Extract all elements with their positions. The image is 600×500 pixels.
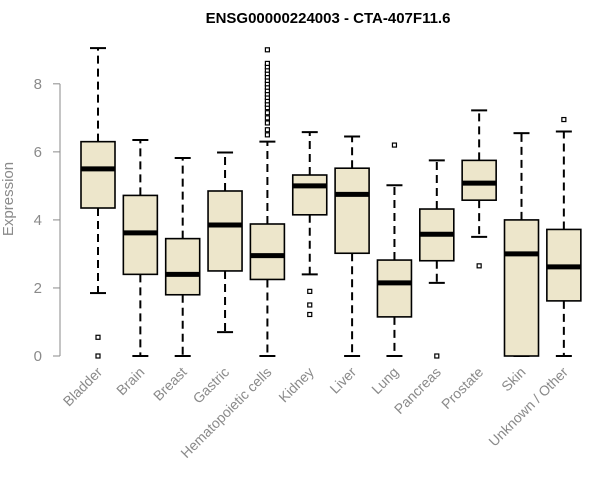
outlier-point [95,334,101,340]
x-tick-label: Liver [326,364,359,397]
y-tick-label: 2 [34,280,42,297]
iqr-box [461,159,497,201]
outlier-point [95,353,101,359]
iqr-box [80,140,116,209]
box-bladder [80,47,116,359]
box-liver [334,135,370,357]
x-tick-label: Breast [150,364,190,404]
box-brain [122,138,159,357]
y-tick-label: 0 [34,348,42,365]
x-tick-label: Prostate [438,364,486,412]
iqr-box [503,219,540,357]
y-axis: 0 2 4 6 8 [34,76,61,365]
x-tick-label: Unknown / Other [485,364,571,450]
outlier-point [307,311,313,318]
x-tick-label: Skin [498,364,529,395]
outlier-point [391,142,398,148]
iqr-box [291,174,328,216]
outlier-point [264,115,270,121]
iqr-box [164,237,201,296]
y-tick-label: 6 [34,144,42,161]
outlier-point [264,120,270,126]
outlier-point [434,353,440,359]
box-pancreas [418,159,455,359]
iqr-box [376,259,413,318]
box-lung [376,142,413,357]
outlier-point [561,116,567,123]
outlier-point [264,127,270,133]
x-tick-label: Lung [368,364,401,397]
outlier-point [264,132,270,138]
boxes [80,47,582,359]
box-prostate [461,109,497,269]
iqr-box [334,167,370,255]
box-breast [164,156,201,357]
outlier-point [307,288,313,294]
x-tick-label: Pancreas [391,364,444,417]
box-kidney [291,131,328,318]
chart-title: ENSG00000224003 - CTA-407F11.6 [206,10,451,27]
box-skin [503,132,540,357]
outlier-point [264,47,270,53]
y-axis-label: Expression [0,162,17,236]
box-unknown-other [546,116,582,357]
x-tick-label: Brain [113,364,147,398]
box-gastric [207,151,243,334]
outlier-point [307,302,313,308]
outlier-point [264,60,270,67]
y-tick-label: 4 [34,212,42,229]
outlier-point [264,110,270,116]
outlier-point [476,263,482,269]
iqr-box [207,190,243,272]
x-tick-label: Bladder [60,364,106,410]
box-hematopoietic-cells [249,47,286,357]
iqr-box [249,223,286,281]
y-tick-label: 8 [34,76,42,93]
x-tick-label: Kidney [275,364,317,406]
